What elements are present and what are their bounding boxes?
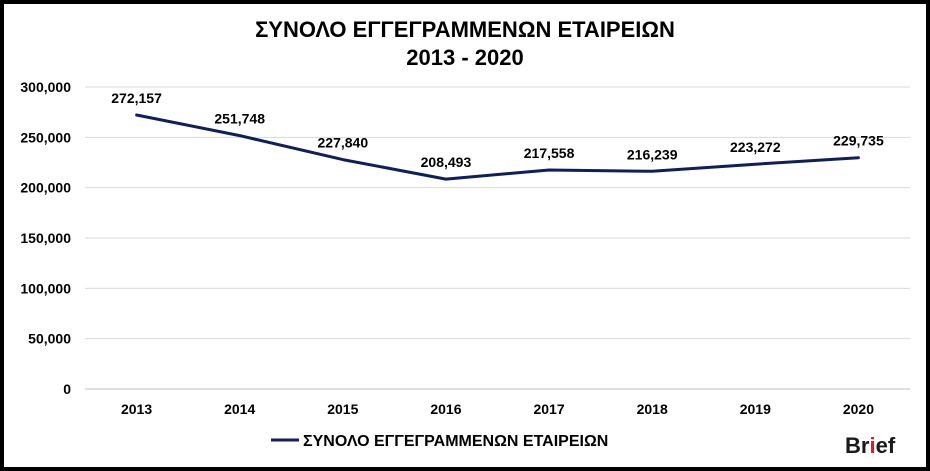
x-tick-label: 2013 <box>121 401 152 417</box>
data-label: 227,840 <box>318 135 369 151</box>
y-tick-label: 50,000 <box>28 331 71 347</box>
y-tick-label: 250,000 <box>20 129 71 145</box>
chart-title-block: ΣΥΝΟΛΟ ΕΓΓΕΓΡΑΜΜΕΝΩΝ ΕΤΑΙΡΕΙΩΝ 2013 - 20… <box>0 16 930 72</box>
data-label: 229,735 <box>833 133 884 149</box>
y-tick-label: 300,000 <box>20 79 71 95</box>
legend: ΣΥΝΟΛΟ ΕΓΓΕΓΡΑΜΜΕΝΩΝ ΕΤΑΙΡΕΙΩΝ <box>271 433 608 450</box>
legend-label: ΣΥΝΟΛΟ ΕΓΓΕΓΡΑΜΜΕΝΩΝ ΕΤΑΙΡΕΙΩΝ <box>303 433 608 450</box>
x-tick-label: 2014 <box>224 401 255 417</box>
x-tick-label: 2017 <box>533 401 564 417</box>
gridlines <box>85 86 910 390</box>
data-label: 272,157 <box>111 90 162 106</box>
x-tick-label: 2020 <box>843 401 874 417</box>
data-label: 208,493 <box>421 154 472 170</box>
series-lines <box>135 113 860 181</box>
y-tick-label: 100,000 <box>20 280 71 296</box>
y-tick-label: 200,000 <box>20 180 71 196</box>
x-tick-label: 2018 <box>637 401 668 417</box>
series-line <box>135 113 860 181</box>
x-tick-label: 2016 <box>430 401 461 417</box>
x-axis-tick-labels: 2013 2014 2015 2016 2017 2018 2019 2020 <box>121 401 874 417</box>
y-axis-tick-labels: 0 50,000 100,000 150,000 200,000 250,000 300,0… <box>20 79 71 397</box>
brief-logo: Brief <box>845 433 896 458</box>
x-tick-label: 2019 <box>740 401 771 417</box>
chart-subtitle: 2013 - 2020 <box>406 45 524 70</box>
chart-title: ΣΥΝΟΛΟ ΕΓΓΕΓΡΑΜΜΕΝΩΝ ΕΤΑΙΡΕΙΩΝ <box>255 17 675 42</box>
data-labels: 272,157 251,748 227,840 208,493 217,558 216,2… <box>111 90 884 170</box>
y-tick-label: 150,000 <box>20 230 71 246</box>
data-label: 223,272 <box>730 139 781 155</box>
data-label: 251,748 <box>214 111 265 127</box>
x-tick-label: 2015 <box>327 401 358 417</box>
y-tick-label: 0 <box>63 381 71 397</box>
data-label: 217,558 <box>524 145 575 161</box>
data-label: 216,239 <box>627 146 678 162</box>
